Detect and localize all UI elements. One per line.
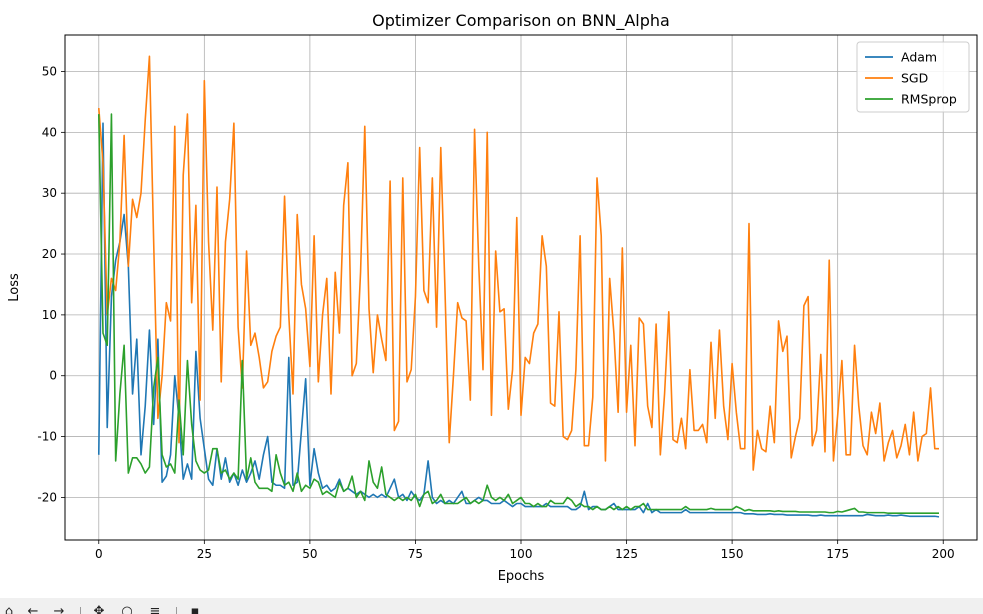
x-axis-label: Epochs [498,569,545,584]
toolbar-separator [176,607,177,614]
y-tick-label: 10 [42,308,57,322]
x-tick-label: 50 [302,547,317,561]
back-arrow-icon[interactable]: ← [27,604,39,614]
x-tick-label: 0 [95,547,103,561]
zoom-icon[interactable]: ○ [121,604,133,614]
y-axis-label: Loss [7,273,22,302]
axis-ticks: 0 25 50 75 100 125 150 175 200 -20 -10 0 10 20 30 40 50 [37,65,954,561]
pan-icon[interactable]: ✥ [93,604,105,614]
x-tick-label: 175 [826,547,849,561]
legend-box [856,41,970,113]
x-tick-label: 25 [197,547,212,561]
y-tick-label: -10 [37,430,57,444]
legend: Adam SGD RMSprop [856,41,970,113]
forward-arrow-icon[interactable]: → [53,604,65,614]
configure-subplots-icon[interactable]: ≡ [149,604,161,614]
series-line-rmsprop [97,113,939,515]
navigation-toolbar: ⌂ ← → ✥ ○ ≡ ▪ [0,598,983,614]
x-tick-label: 75 [408,547,423,561]
save-icon[interactable]: ▪ [190,604,200,614]
x-tick-label: 100 [510,547,533,561]
series-layer [97,55,940,518]
legend-label-rmsprop: RMSprop [901,92,957,107]
legend-label-sgd: SGD [901,71,928,86]
y-tick-label: 50 [42,65,57,79]
y-tick-label: 30 [42,186,57,200]
series-line-adam [97,122,940,518]
chart-title: Optimizer Comparison on BNN_Alpha [372,11,670,31]
y-tick-label: 20 [42,247,57,261]
x-tick-label: 200 [932,547,955,561]
x-tick-label: 150 [721,547,744,561]
series-line-sgd [97,55,939,471]
home-icon[interactable]: ⌂ [4,604,14,614]
y-tick-label: 0 [49,369,57,383]
chart: 0 25 50 75 100 125 150 175 200-20-1001020304050 … [7,11,978,584]
x-tick-label: 125 [615,547,638,561]
y-tick-label: 40 [42,125,57,139]
toolbar-separator [80,607,81,614]
legend-label-adam: Adam [901,50,937,65]
y-tick-label: -20 [37,490,57,504]
